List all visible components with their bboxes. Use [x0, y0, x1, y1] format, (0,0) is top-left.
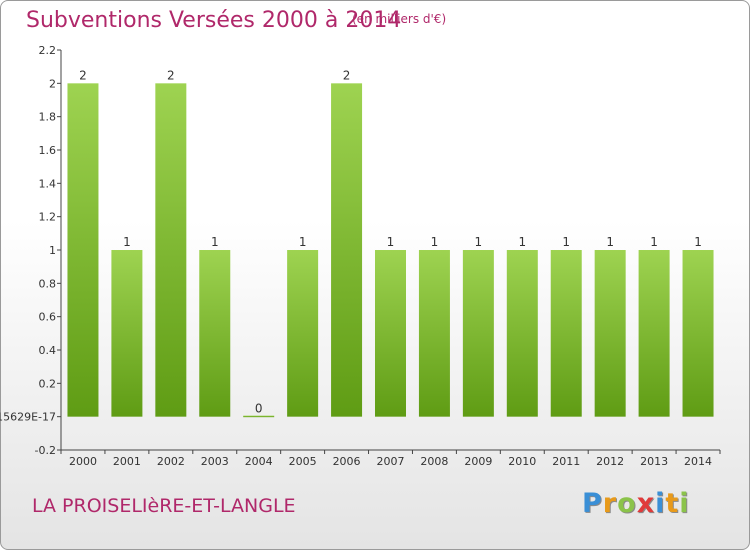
bar-value-label: 1 [562, 235, 570, 249]
y-tick-label: 1.4 [39, 177, 57, 190]
bar [682, 250, 714, 417]
x-tick-label: 2013 [640, 455, 668, 468]
x-tick-label: 2005 [289, 455, 317, 468]
brand-letter: x [636, 488, 656, 519]
bar [243, 415, 275, 418]
bar-value-label: 1 [387, 235, 395, 249]
y-tick-label: 2.2 [39, 44, 57, 57]
chart-title: Subventions Versées 2000 à 2014 [26, 8, 402, 33]
bar-value-label: 1 [123, 235, 131, 249]
chart-unit-subtitle: (en milliers d'€) [352, 12, 447, 26]
y-tick-label: 0.4 [39, 344, 57, 357]
bar-value-label: 0 [255, 402, 263, 416]
bar-value-label: 1 [475, 235, 483, 249]
bar-chart: -0.2 1.15629E-17 0.2 0.4 0.6 0.8 1 1.2 1.4 1.6 1.8… [0, 44, 721, 468]
y-tick-label: 1.6 [39, 144, 57, 157]
brand-letter: o [617, 488, 637, 519]
bar [331, 83, 363, 417]
bar [638, 250, 670, 417]
bar [287, 250, 319, 417]
y-tick-label: -0.2 [35, 444, 56, 457]
commune-name: LA PROISELIèRE-ET-LANGLE [32, 495, 296, 517]
y-tick-label: 2 [49, 77, 56, 90]
x-tick-label: 2014 [684, 455, 712, 468]
bar [462, 250, 494, 417]
x-tick-label: 2009 [464, 455, 492, 468]
bar-value-label: 1 [211, 235, 219, 249]
bar [418, 250, 450, 417]
proxiti-logo[interactable]: Proxiti [582, 488, 690, 519]
brand-letter: r [602, 488, 618, 519]
bar [550, 250, 582, 417]
y-tick-label: 0.6 [39, 311, 57, 324]
bar-value-label: 1 [650, 235, 658, 249]
data-labels-group: 2 1 2 1 0 1 2 1 1 1 1 1 1 1 1 [79, 68, 702, 415]
x-tick-label: 2008 [420, 455, 448, 468]
y-tick-label: 1.8 [39, 111, 57, 124]
y-tick-label: 1.15629E-17 [0, 411, 56, 424]
x-tick-label: 2010 [508, 455, 536, 468]
bar-value-label: 2 [167, 68, 175, 82]
x-tick-label: 2006 [333, 455, 361, 468]
bars-group [67, 83, 714, 418]
bar-value-label: 1 [694, 235, 702, 249]
x-tick-label: 2000 [69, 455, 97, 468]
x-tick-label: 2007 [377, 455, 405, 468]
bar-value-label: 2 [343, 68, 351, 82]
brand-letter: t [665, 488, 680, 519]
brand-letter: i [655, 488, 666, 519]
y-tick-label: 1 [49, 244, 56, 257]
brand-letter: P [582, 488, 603, 519]
y-tick-label: 0.8 [39, 277, 57, 290]
bar-value-label: 1 [299, 235, 307, 249]
brand-letter: i [679, 488, 690, 519]
x-tick-label: 2011 [552, 455, 580, 468]
bar [155, 83, 187, 417]
y-tick-label: 0.2 [39, 377, 57, 390]
bar [506, 250, 538, 417]
bar [67, 83, 99, 417]
y-tick-label: 1.2 [39, 211, 57, 224]
bar [375, 250, 406, 417]
x-tick-label: 2012 [596, 455, 624, 468]
bar [111, 250, 143, 417]
x-tick-label: 2003 [201, 455, 229, 468]
x-tick-label: 2004 [245, 455, 273, 468]
chart-axes: -0.2 1.15629E-17 0.2 0.4 0.6 0.8 1 1.2 1.4 1.6 1.8… [0, 44, 721, 468]
x-tick-label: 2001 [113, 455, 141, 468]
bar-value-label: 1 [518, 235, 526, 249]
bar [199, 250, 231, 417]
x-tick-label: 2002 [157, 455, 185, 468]
bar-value-label: 1 [606, 235, 614, 249]
bar-value-label: 1 [431, 235, 439, 249]
bar-value-label: 2 [79, 68, 87, 82]
bar [594, 250, 626, 417]
